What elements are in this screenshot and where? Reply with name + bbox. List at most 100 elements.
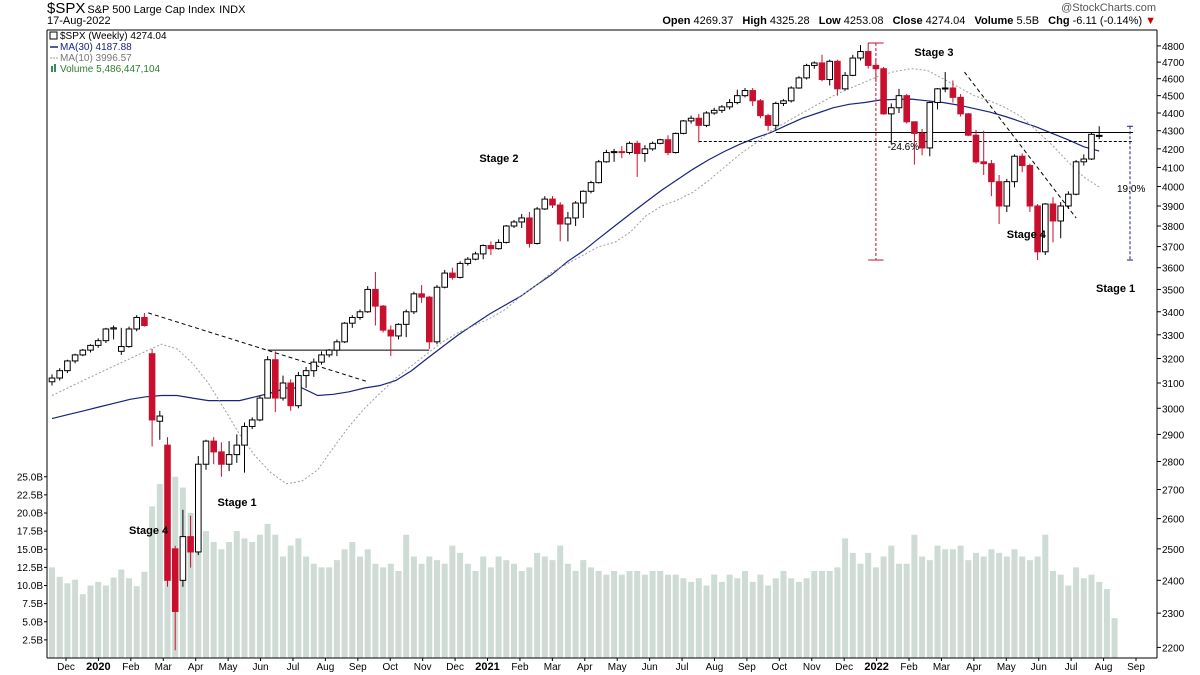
- candle-body[interactable]: [618, 151, 626, 154]
- candle-body[interactable]: [395, 323, 402, 337]
- candle-body[interactable]: [995, 181, 1003, 207]
- candle-body[interactable]: [372, 288, 379, 307]
- candle-body[interactable]: [695, 117, 703, 126]
- candle-body[interactable]: [572, 202, 579, 219]
- candle-body[interactable]: [680, 120, 687, 134]
- candle-body[interactable]: [934, 88, 941, 104]
- candle-body[interactable]: [533, 208, 541, 244]
- candle-body[interactable]: [1080, 158, 1088, 163]
- candle-body[interactable]: [795, 77, 803, 89]
- candle-body[interactable]: [479, 245, 487, 255]
- candle-body[interactable]: [564, 217, 572, 225]
- candle-body[interactable]: [125, 328, 133, 348]
- candle-body[interactable]: [834, 60, 841, 90]
- candle-body[interactable]: [549, 198, 556, 206]
- candle-body[interactable]: [780, 100, 787, 104]
- candle-body[interactable]: [248, 419, 256, 427]
- candle-body[interactable]: [87, 344, 94, 351]
- candle-body[interactable]: [156, 415, 164, 422]
- candle-body[interactable]: [895, 95, 903, 109]
- candle-body[interactable]: [880, 68, 887, 115]
- candle-body[interactable]: [672, 132, 680, 154]
- candle-body[interactable]: [310, 361, 318, 372]
- candle-body[interactable]: [764, 115, 772, 126]
- candle-body[interactable]: [841, 74, 849, 90]
- candle-body[interactable]: [272, 359, 279, 399]
- candle-body[interactable]: [187, 536, 194, 553]
- candle-body[interactable]: [965, 113, 972, 136]
- candle-body[interactable]: [179, 536, 187, 581]
- candle-body[interactable]: [703, 112, 710, 126]
- candle-body[interactable]: [911, 121, 918, 134]
- candle-body[interactable]: [387, 329, 395, 337]
- candle-body[interactable]: [495, 241, 502, 250]
- candle-body[interactable]: [456, 262, 464, 278]
- candle-body[interactable]: [603, 152, 610, 163]
- candle-body[interactable]: [64, 360, 71, 372]
- candle-body[interactable]: [1042, 203, 1049, 253]
- candle-body[interactable]: [903, 95, 911, 123]
- candle-body[interactable]: [556, 204, 564, 225]
- candle-body[interactable]: [818, 62, 826, 81]
- candle-body[interactable]: [164, 444, 171, 581]
- candle-body[interactable]: [726, 102, 733, 108]
- candle-body[interactable]: [888, 107, 895, 115]
- candle-body[interactable]: [687, 117, 695, 122]
- candle-body[interactable]: [857, 51, 864, 59]
- candle-body[interactable]: [526, 217, 533, 244]
- candle-body[interactable]: [287, 382, 294, 407]
- candle-body[interactable]: [418, 293, 425, 298]
- candle-body[interactable]: [772, 102, 780, 126]
- candle-body[interactable]: [941, 87, 949, 90]
- candle-body[interactable]: [657, 139, 664, 144]
- candle-body[interactable]: [218, 451, 225, 465]
- candle-body[interactable]: [849, 57, 857, 76]
- candle-body[interactable]: [225, 454, 233, 465]
- candle-body[interactable]: [410, 293, 418, 313]
- candle-body[interactable]: [757, 100, 764, 117]
- candle-body[interactable]: [718, 106, 726, 111]
- candle-body[interactable]: [649, 142, 656, 150]
- candle-body[interactable]: [1088, 133, 1095, 160]
- candle-body[interactable]: [1018, 155, 1026, 167]
- candle-body[interactable]: [472, 253, 479, 260]
- candle-body[interactable]: [264, 359, 271, 399]
- candle-body[interactable]: [279, 382, 287, 399]
- candle-body[interactable]: [1095, 134, 1103, 137]
- candle-body[interactable]: [1034, 205, 1041, 253]
- candle-body[interactable]: [148, 353, 156, 421]
- candle-body[interactable]: [610, 151, 618, 154]
- candle-body[interactable]: [79, 349, 87, 356]
- candle-body[interactable]: [464, 258, 472, 264]
- candle-body[interactable]: [441, 272, 448, 288]
- candle-body[interactable]: [1026, 165, 1034, 207]
- candle-body[interactable]: [864, 51, 872, 66]
- candle-body[interactable]: [541, 198, 549, 210]
- candle-body[interactable]: [518, 217, 526, 223]
- candle-body[interactable]: [710, 109, 718, 114]
- candle-body[interactable]: [595, 161, 603, 184]
- candle-body[interactable]: [1003, 181, 1011, 207]
- candle-body[interactable]: [980, 161, 988, 165]
- candle-body[interactable]: [872, 64, 880, 70]
- candle-body[interactable]: [803, 64, 810, 79]
- candle-body[interactable]: [71, 354, 79, 362]
- candle-body[interactable]: [210, 440, 217, 453]
- candle-body[interactable]: [988, 163, 995, 183]
- candle-body[interactable]: [1072, 161, 1080, 195]
- candle-body[interactable]: [325, 349, 333, 356]
- candle-body[interactable]: [734, 95, 741, 104]
- candle-body[interactable]: [811, 62, 818, 66]
- candle-body[interactable]: [449, 272, 456, 278]
- candle-body[interactable]: [256, 397, 264, 421]
- candle-body[interactable]: [503, 225, 510, 243]
- candle-body[interactable]: [633, 142, 641, 154]
- candle-body[interactable]: [741, 90, 749, 97]
- candle-body[interactable]: [48, 377, 56, 383]
- candle-body[interactable]: [233, 444, 241, 456]
- candle-body[interactable]: [580, 190, 587, 204]
- candle-body[interactable]: [957, 96, 964, 115]
- candle-body[interactable]: [402, 311, 410, 325]
- candle-body[interactable]: [118, 346, 125, 352]
